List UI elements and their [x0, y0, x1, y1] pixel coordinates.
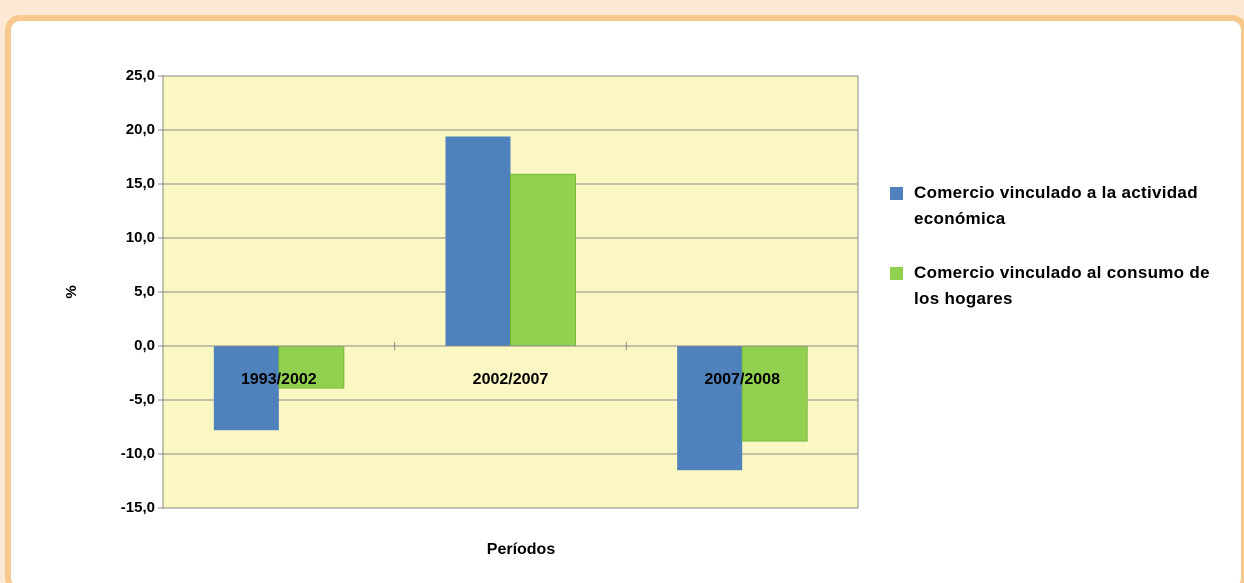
x-tick-label: 1993/2002 [241, 371, 317, 388]
y-tick-label: -5,0 [129, 391, 155, 408]
y-tick-label: 15,0 [126, 175, 155, 192]
x-axis-title: Períodos [487, 541, 556, 558]
y-axis-title: % [63, 285, 80, 298]
legend-label: Comercio vinculado al consumo de los hog… [914, 263, 1210, 308]
bar [278, 345, 345, 389]
legend-item: Comercio vinculado a la actividad económ… [890, 180, 1210, 232]
legend: Comercio vinculado a la actividad económ… [890, 180, 1210, 340]
bar [741, 345, 808, 442]
y-tick-label: -15,0 [121, 499, 155, 516]
legend-item: Comercio vinculado al consumo de los hog… [890, 260, 1210, 312]
bar [445, 136, 511, 346]
y-tick-label: 20,0 [126, 121, 155, 138]
legend-swatch [890, 187, 903, 200]
y-tick-label: 25,0 [126, 67, 155, 84]
x-tick-label: 2007/2008 [704, 371, 780, 388]
bar [510, 173, 576, 347]
y-tick-label: 10,0 [126, 229, 155, 246]
legend-swatch [890, 267, 903, 280]
y-tick-label: 5,0 [134, 283, 155, 300]
y-tick-label: 0,0 [134, 337, 155, 354]
bar [213, 346, 279, 431]
bar [677, 346, 743, 471]
x-tick-label: 2002/2007 [473, 371, 549, 388]
y-tick-label: -10,0 [121, 445, 155, 462]
legend-label: Comercio vinculado a la actividad económ… [914, 183, 1198, 228]
